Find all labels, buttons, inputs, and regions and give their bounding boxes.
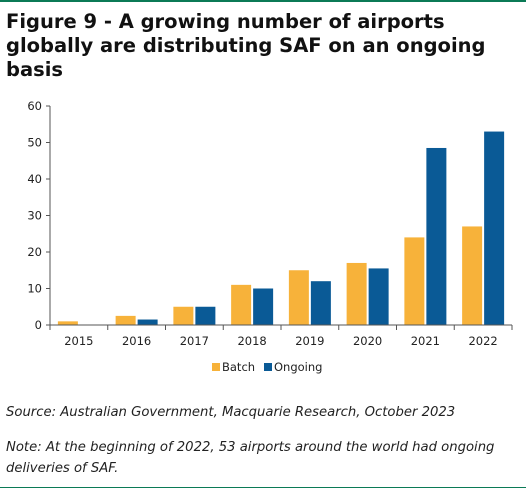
bar-batch-2019: [288, 270, 309, 325]
bar-ongoing-2020: [368, 268, 389, 325]
figure-title: Figure 9 - A growing number of airports …: [6, 10, 486, 81]
y-tick-label: 30: [27, 209, 42, 223]
y-tick-label: 10: [27, 282, 42, 296]
bar-batch-2022: [462, 226, 483, 325]
bar-batch-2021: [404, 237, 425, 325]
x-tick-label: 2020: [353, 334, 382, 348]
legend-swatch-ongoing: [264, 363, 272, 371]
x-tick-label: 2016: [122, 334, 151, 348]
legend-label-batch: Batch: [222, 360, 255, 374]
bar-batch-2016: [115, 315, 136, 325]
x-tick-label: 2019: [295, 334, 324, 348]
legend-swatch-batch: [212, 363, 220, 371]
top-accent-line: [0, 0, 526, 2]
bar-batch-2018: [231, 284, 252, 325]
bar-batch-2020: [346, 262, 367, 325]
bar-ongoing-2022: [484, 131, 505, 325]
x-tick-label: 2022: [468, 334, 497, 348]
bottom-accent-line: [0, 487, 526, 488]
y-tick-label: 40: [27, 172, 42, 186]
bar-batch-2015: [57, 321, 78, 325]
bar-ongoing-2017: [195, 306, 216, 325]
bar-ongoing-2016: [137, 319, 158, 325]
y-tick-label: 60: [27, 99, 42, 113]
chart-legend: Batch Ongoing: [212, 360, 322, 374]
bar-ongoing-2019: [310, 281, 331, 325]
y-tick-label: 50: [27, 136, 42, 150]
legend-label-ongoing: Ongoing: [274, 360, 322, 374]
x-tick-label: 2017: [180, 334, 209, 348]
x-tick-label: 2021: [411, 334, 440, 348]
bar-ongoing-2021: [426, 147, 447, 325]
figure-note: Note: At the beginning of 2022, 53 airpo…: [6, 440, 495, 476]
x-tick-label: 2018: [237, 334, 266, 348]
bar-batch-2017: [173, 306, 194, 325]
bar-chart: 0 10 20 30 40 50 60 2015 2016 2017 2018 2019 2020 202…: [27, 99, 513, 348]
x-tick-label: 2015: [64, 334, 93, 348]
y-tick-label: 0: [35, 318, 42, 332]
bar-ongoing-2018: [253, 288, 274, 325]
y-tick-label: 20: [27, 245, 42, 259]
figure-source: Source: Australian Government, Macquarie…: [6, 405, 456, 420]
